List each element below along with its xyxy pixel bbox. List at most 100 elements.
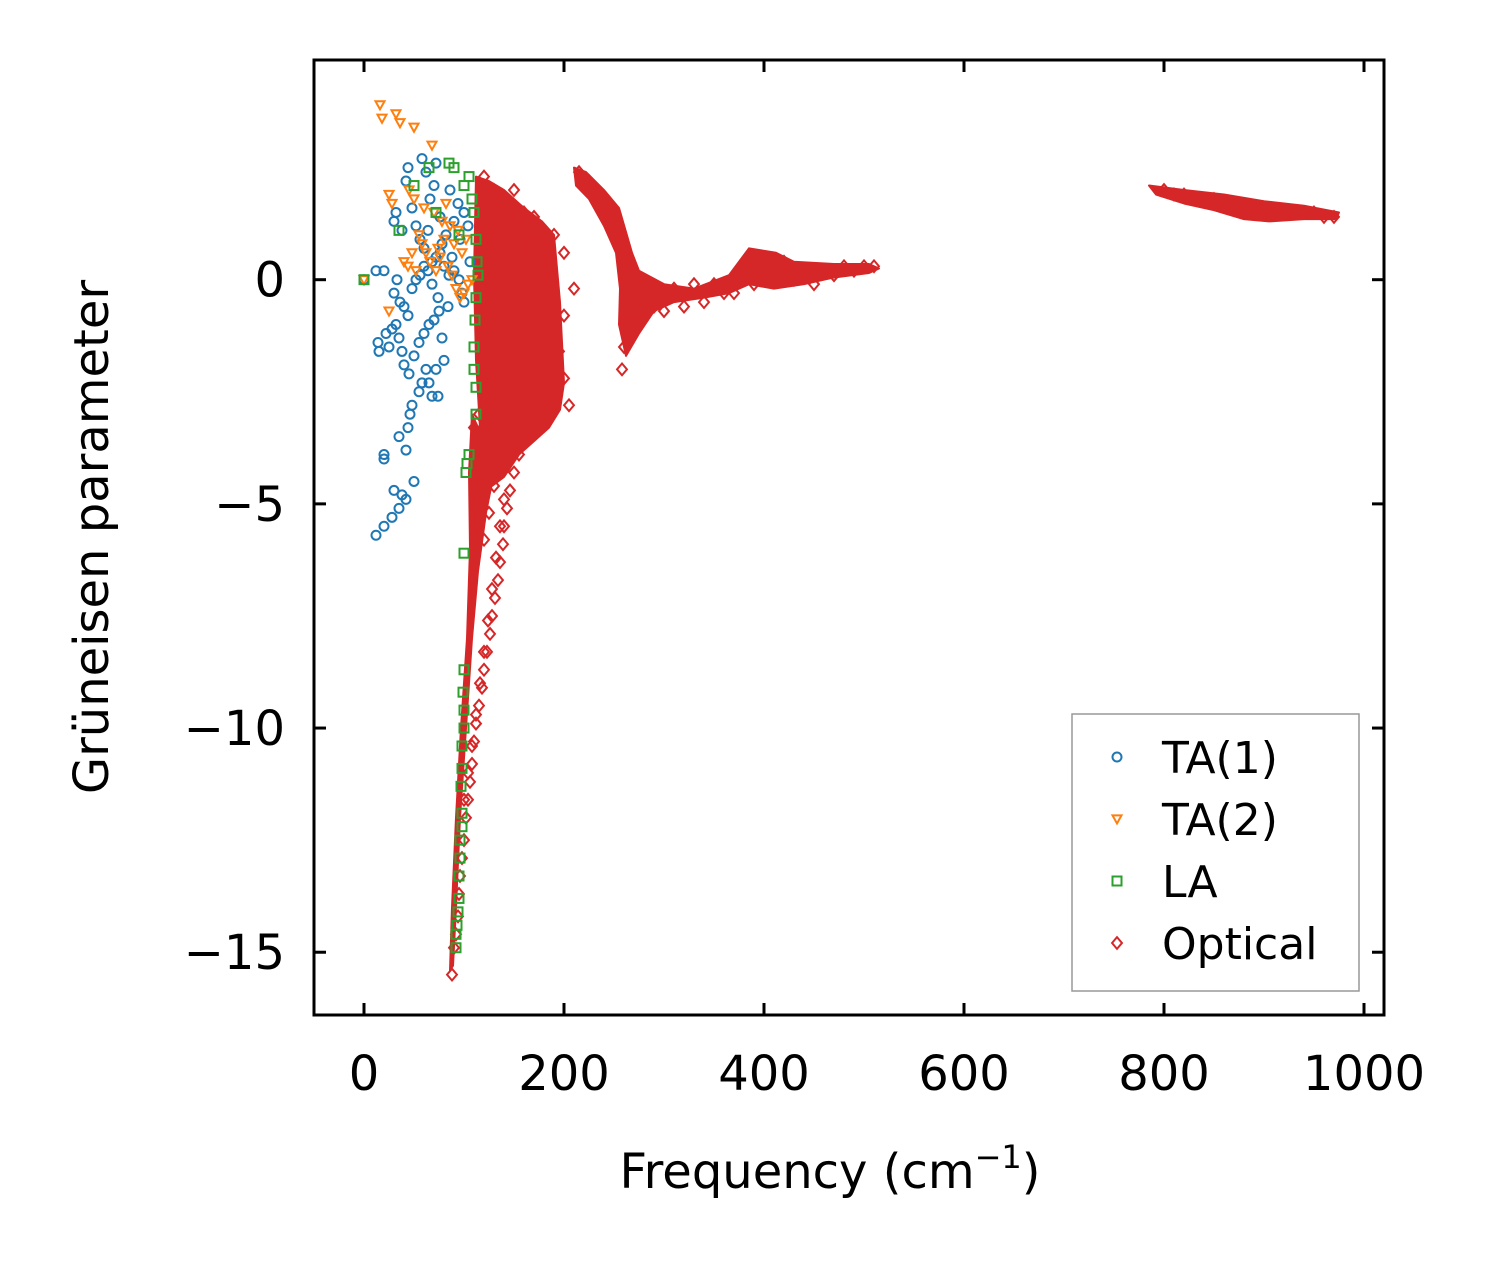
data-point bbox=[537, 272, 551, 288]
data-point bbox=[430, 206, 442, 218]
data-point bbox=[642, 285, 656, 301]
series-ta-2- bbox=[357, 100, 479, 318]
data-point bbox=[428, 180, 440, 192]
data-point bbox=[383, 341, 395, 353]
data-point bbox=[617, 339, 631, 355]
data-point bbox=[423, 257, 437, 269]
data-point bbox=[461, 792, 475, 808]
x-tick-label: 800 bbox=[1118, 1046, 1210, 1102]
data-point bbox=[402, 162, 414, 174]
x-tick-label: 1000 bbox=[1303, 1046, 1425, 1102]
data-point bbox=[727, 285, 741, 301]
data-point bbox=[468, 206, 480, 218]
data-point bbox=[468, 363, 480, 375]
data-point bbox=[475, 680, 489, 696]
data-point bbox=[557, 245, 571, 261]
data-point bbox=[512, 263, 526, 279]
data-point bbox=[1327, 209, 1341, 225]
data-point bbox=[407, 194, 421, 206]
data-point bbox=[537, 263, 551, 279]
data-point bbox=[378, 265, 390, 277]
data-point bbox=[817, 263, 831, 279]
data-point bbox=[582, 173, 596, 189]
data-point bbox=[517, 429, 531, 445]
data-point bbox=[717, 285, 731, 301]
data-point bbox=[503, 483, 517, 498]
data-point bbox=[451, 908, 465, 924]
data-point bbox=[507, 182, 521, 198]
data-point bbox=[375, 113, 389, 125]
data-point bbox=[455, 780, 467, 792]
data-point bbox=[496, 536, 510, 552]
y-axis-label: Grüneisen parameter bbox=[64, 280, 120, 795]
data-point bbox=[473, 675, 487, 691]
data-point bbox=[433, 305, 445, 317]
x-axis-label-close: ) bbox=[1022, 1144, 1041, 1200]
legend-item-ta-2-: TA(2) bbox=[1110, 795, 1278, 846]
data-point bbox=[467, 734, 481, 749]
data-point bbox=[477, 662, 491, 678]
data-point bbox=[493, 554, 507, 570]
data-point bbox=[400, 444, 412, 456]
data-point bbox=[426, 390, 438, 402]
y-tick-label: −5 bbox=[214, 477, 285, 533]
data-point bbox=[487, 182, 501, 198]
y-tick-label: 0 bbox=[254, 253, 285, 309]
data-point bbox=[667, 281, 681, 297]
data-point bbox=[358, 274, 370, 286]
data-point bbox=[390, 206, 402, 218]
data-point bbox=[437, 234, 451, 246]
axis-ticks: 0 200 400 600 800 1000 −15 −10 −5 0 bbox=[184, 60, 1425, 1102]
legend-label: Optical bbox=[1162, 919, 1317, 970]
legend-label: LA bbox=[1162, 857, 1218, 908]
legend-marker bbox=[1111, 751, 1123, 763]
x-axis-label-text: Frequency (cm bbox=[619, 1144, 974, 1200]
data-point bbox=[432, 390, 444, 402]
data-point bbox=[449, 926, 463, 942]
data-point bbox=[390, 319, 402, 331]
data-point bbox=[547, 317, 561, 332]
data-point bbox=[687, 276, 701, 292]
data-point bbox=[458, 704, 470, 716]
data-point bbox=[512, 447, 526, 462]
data-point bbox=[1197, 191, 1211, 207]
data-point bbox=[470, 292, 482, 304]
data-point bbox=[619, 317, 633, 332]
data-point bbox=[470, 408, 482, 420]
data-point bbox=[797, 267, 811, 283]
data-point bbox=[1237, 200, 1251, 216]
legend-item-ta-1-: TA(1) bbox=[1111, 733, 1278, 784]
data-point bbox=[405, 248, 419, 260]
data-point bbox=[415, 239, 429, 251]
data-point bbox=[1207, 191, 1221, 207]
data-point bbox=[460, 466, 472, 478]
data-point bbox=[562, 397, 576, 413]
data-point bbox=[527, 227, 541, 243]
data-point bbox=[807, 276, 821, 292]
legend-item-la: LA bbox=[1111, 857, 1218, 908]
data-point bbox=[468, 341, 480, 353]
data-point bbox=[767, 263, 781, 279]
x-tick-label: 400 bbox=[718, 1046, 810, 1102]
data-point bbox=[393, 502, 405, 514]
data-point bbox=[445, 270, 459, 282]
data-point bbox=[418, 327, 430, 339]
data-point bbox=[396, 345, 408, 357]
legend-marker bbox=[1111, 875, 1123, 887]
data-point bbox=[497, 317, 511, 332]
data-point bbox=[469, 707, 483, 722]
scatter-layer bbox=[357, 100, 1341, 983]
data-point bbox=[373, 345, 385, 357]
data-point bbox=[602, 205, 616, 220]
legend-marker bbox=[1110, 814, 1124, 826]
data-point bbox=[517, 236, 531, 252]
data-point bbox=[507, 281, 521, 297]
data-point bbox=[385, 198, 399, 211]
data-point bbox=[457, 792, 471, 808]
data-point bbox=[408, 180, 420, 192]
data-point bbox=[431, 243, 445, 255]
data-point bbox=[482, 505, 496, 521]
data-point bbox=[557, 370, 571, 386]
data-point bbox=[527, 254, 541, 270]
